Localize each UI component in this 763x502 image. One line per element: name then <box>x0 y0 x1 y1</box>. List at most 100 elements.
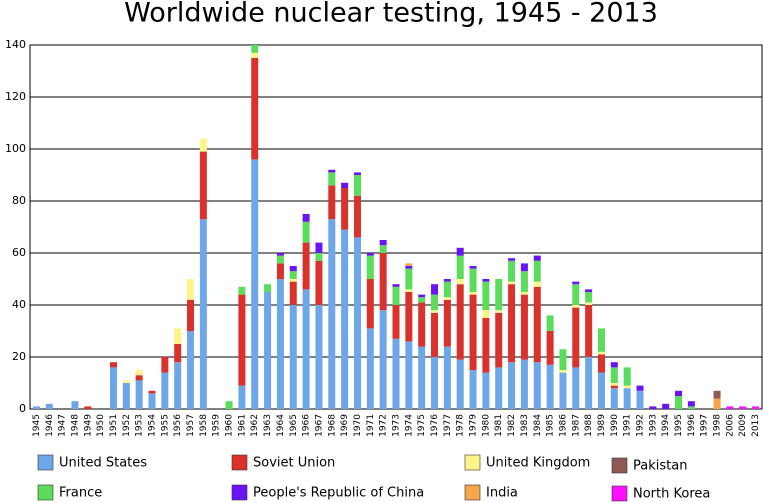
bar-segment <box>572 284 580 305</box>
bar-segment <box>199 138 207 152</box>
bar-segment <box>546 331 554 365</box>
bar-segment <box>431 284 439 295</box>
bar-segment <box>366 328 374 409</box>
bar-segment <box>469 268 477 292</box>
bar-segment <box>636 385 644 391</box>
bar-segment <box>636 390 644 409</box>
bar-segment <box>264 284 272 292</box>
x-tick-label: 1972 <box>379 414 389 437</box>
bar-segment <box>431 312 439 357</box>
y-tick-label: 140 <box>5 38 26 51</box>
bar-segment <box>302 214 310 222</box>
bar-segment <box>443 299 451 347</box>
bar-segment <box>392 286 400 305</box>
bar-segment <box>610 385 618 389</box>
bar-segment <box>238 294 246 386</box>
bar-segment <box>585 357 593 409</box>
bar-segment <box>302 221 310 243</box>
bar-segment <box>187 299 195 331</box>
bar-segment <box>418 346 426 409</box>
x-tick-label: 1970 <box>353 414 363 437</box>
bar-segment <box>469 266 477 269</box>
x-tick-label: 1952 <box>122 414 132 437</box>
bar-segment <box>456 284 464 360</box>
legend-swatch <box>464 484 481 501</box>
bar-segment <box>264 292 272 409</box>
bar-segment <box>495 279 503 311</box>
y-tick-label: 100 <box>5 142 26 155</box>
bar-segment <box>302 242 310 290</box>
bar-segment <box>289 279 297 282</box>
bar-segment <box>418 294 426 298</box>
bar-segment <box>199 151 207 220</box>
bar-segment <box>315 253 323 261</box>
bar-segment <box>597 328 605 352</box>
bar-segment <box>443 279 451 282</box>
x-tick-label: 2009 <box>738 414 748 437</box>
x-tick-label: 1975 <box>417 414 427 437</box>
bar-segment <box>379 245 387 253</box>
bar-segment <box>713 398 721 409</box>
bar-segment <box>597 372 605 409</box>
x-tick-label: 1980 <box>481 414 491 437</box>
x-tick-label: 1959 <box>212 414 222 437</box>
bar-segment <box>597 351 605 355</box>
x-tick-label: 2006 <box>725 414 735 437</box>
bar-segment <box>238 385 246 409</box>
bar-segment <box>289 271 297 279</box>
bar-segment <box>392 284 400 287</box>
bar-segment <box>559 349 567 370</box>
bar-segment <box>572 281 580 285</box>
x-tick-label: 1961 <box>237 414 247 437</box>
x-tick-label: 1979 <box>469 414 479 437</box>
x-tick-label: 1969 <box>340 414 350 437</box>
legend-label: People's Republic of China <box>253 486 424 501</box>
x-tick-label: 1950 <box>96 414 106 437</box>
bar-segment <box>508 281 516 285</box>
bar-segment <box>572 367 580 409</box>
bar-segment <box>341 229 349 409</box>
bar-segment <box>135 375 143 381</box>
bar-segment <box>135 380 143 409</box>
bar-segment <box>392 338 400 409</box>
x-tick-label: 1996 <box>687 414 697 437</box>
x-tick-label: 1977 <box>443 414 453 437</box>
bar-segment <box>456 255 464 279</box>
bar-segment <box>328 169 336 173</box>
bar-segment <box>520 263 528 272</box>
bar-segment <box>520 294 528 360</box>
bar-segment <box>610 388 618 409</box>
bar-segment <box>495 312 503 368</box>
bar-segment <box>84 406 92 409</box>
x-tick-label: 1968 <box>327 414 337 437</box>
bar-segment <box>251 159 259 409</box>
bar-segment <box>148 393 156 409</box>
bar-segment <box>161 357 169 373</box>
bar-segment <box>405 292 413 342</box>
y-tick-label: 60 <box>12 246 26 259</box>
x-tick-label: 1976 <box>430 414 440 437</box>
y-tick-label: 40 <box>12 298 26 311</box>
x-tick-label: 1947 <box>58 414 68 437</box>
bar-segment <box>187 331 195 409</box>
bar-segment <box>508 284 516 363</box>
x-tick-label: 1984 <box>533 414 543 437</box>
x-tick-label: 1985 <box>546 414 556 437</box>
x-tick-label: 2013 <box>751 414 761 437</box>
bar-segment <box>662 403 670 409</box>
bar-segment <box>559 370 567 373</box>
legend-label: United States <box>59 456 147 471</box>
bar-segment <box>276 253 284 256</box>
bar-segment <box>341 188 349 230</box>
bar-segment <box>353 237 361 409</box>
bar-segment <box>508 258 516 261</box>
bar-segment <box>405 263 413 266</box>
y-tick-label: 80 <box>12 194 26 207</box>
bar-segment <box>726 406 734 409</box>
bar-segment <box>533 362 541 409</box>
bar-segment <box>456 359 464 409</box>
bar-segment <box>585 292 593 303</box>
bar-segment <box>45 403 53 409</box>
bar-segment <box>122 383 130 409</box>
bar-segment <box>109 367 117 409</box>
